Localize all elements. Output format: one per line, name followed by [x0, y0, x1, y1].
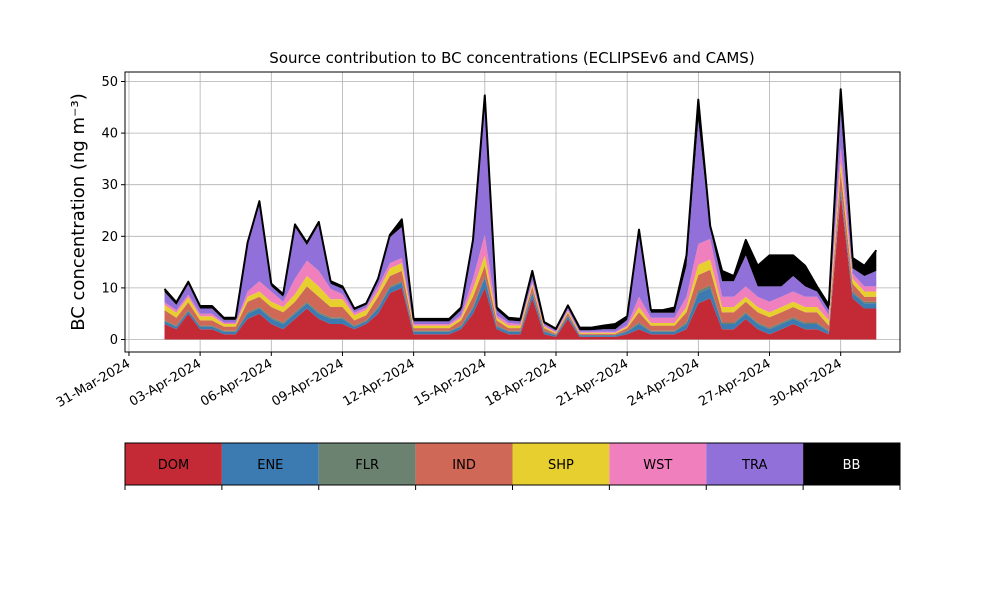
chart-title: Source contribution to BC concentrations…	[269, 49, 754, 67]
legend-label-dom: DOM	[158, 458, 189, 473]
legend: DOM ENE FLR IND SHP WST TRA BB	[124, 442, 901, 490]
legend-swatch-wst	[609, 443, 707, 485]
legend-label-flr: FLR	[355, 458, 379, 473]
y-tick-label-1: 10	[101, 281, 118, 296]
legend-label-wst: WST	[643, 458, 672, 473]
area-stack	[164, 89, 877, 340]
y-tick-label-5: 50	[101, 75, 118, 90]
legend-label-tra: TRA	[741, 458, 767, 473]
total-line-path	[163, 88, 878, 330]
legend-swatch-shp	[512, 443, 610, 485]
plot-frame	[124, 71, 901, 353]
total-line	[163, 88, 878, 330]
y-axis: 0 10 20 30 40 50	[101, 75, 125, 348]
legend-swatch-dom	[125, 443, 222, 485]
area-ene	[164, 189, 877, 337]
y-tick-label-0: 0	[110, 333, 118, 348]
legend-label-shp: SHP	[548, 458, 574, 473]
legend-label-ene: ENE	[257, 458, 283, 473]
y-axis-title: BC concentration (ng m⁻³)	[68, 93, 89, 331]
legend-swatch-ind	[415, 443, 513, 485]
y-tick-label-2: 20	[101, 230, 118, 245]
legend-label-ind: IND	[452, 458, 476, 473]
legend-swatch-tra	[706, 443, 804, 485]
legend-swatch-flr	[318, 443, 416, 485]
area-ind	[164, 171, 877, 335]
legend-label-bb: BB	[843, 458, 861, 473]
y-tick-label-4: 40	[101, 127, 118, 142]
legend-swatch-bb	[803, 443, 900, 485]
y-tick-label-3: 30	[101, 178, 118, 193]
legend-swatch-ene	[221, 443, 319, 485]
area-tra	[164, 105, 877, 332]
